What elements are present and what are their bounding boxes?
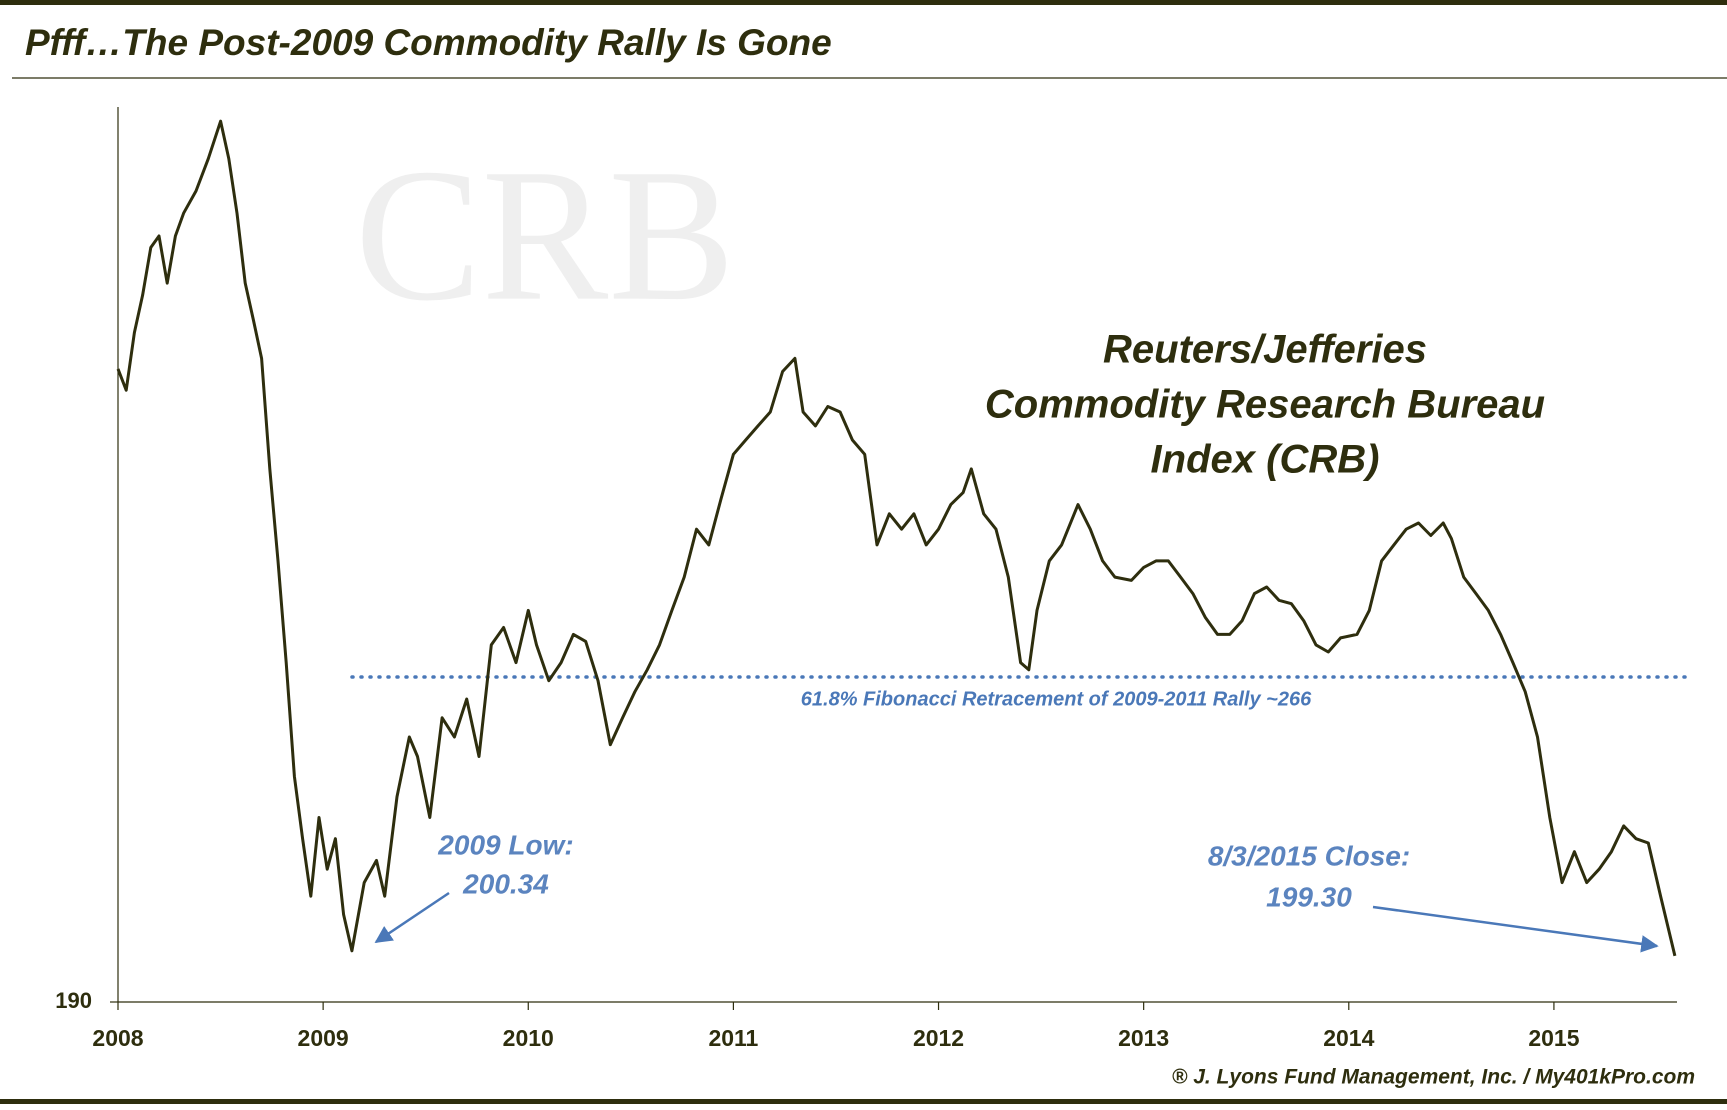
y-tick-label: 190 (55, 988, 92, 1013)
series-line (116, 119, 1677, 957)
x-tick-label: 2012 (913, 1025, 964, 1051)
x-tick-label: 2011 (708, 1025, 758, 1051)
reference-label: 61.8% Fibonacci Retracement of 2009-2011… (801, 688, 1312, 710)
x-tick-label: 2013 (1118, 1025, 1169, 1051)
heading-line: Reuters/Jefferies (1103, 328, 1427, 372)
annotation-arrow (374, 891, 450, 944)
annotation-arrow (1372, 905, 1659, 953)
heading-line: Index (CRB) (1151, 438, 1380, 482)
watermark: CRB (355, 131, 735, 341)
x-tick-label: 2014 (1323, 1025, 1374, 1051)
x-tick-label: 2015 (1528, 1025, 1579, 1051)
x-tick-label: 2010 (503, 1025, 554, 1051)
x-tick-label: 2008 (92, 1025, 143, 1051)
source: ® J. Lyons Fund Management, Inc. / My401… (1172, 1066, 1695, 1089)
x-tick-label: 2009 (298, 1025, 349, 1051)
chart-title: Pfff…The Post-2009 Commodity Rally Is Go… (25, 22, 832, 63)
top-border (0, 0, 1727, 5)
bottom-border (0, 1099, 1727, 1104)
annotation: 199.30 (1266, 881, 1352, 912)
annotation: 2009 Low: (437, 829, 573, 860)
annotation: 8/3/2015 Close: (1208, 840, 1410, 871)
annotation: 200.34 (462, 868, 549, 899)
heading-line: Commodity Research Bureau (985, 383, 1545, 427)
